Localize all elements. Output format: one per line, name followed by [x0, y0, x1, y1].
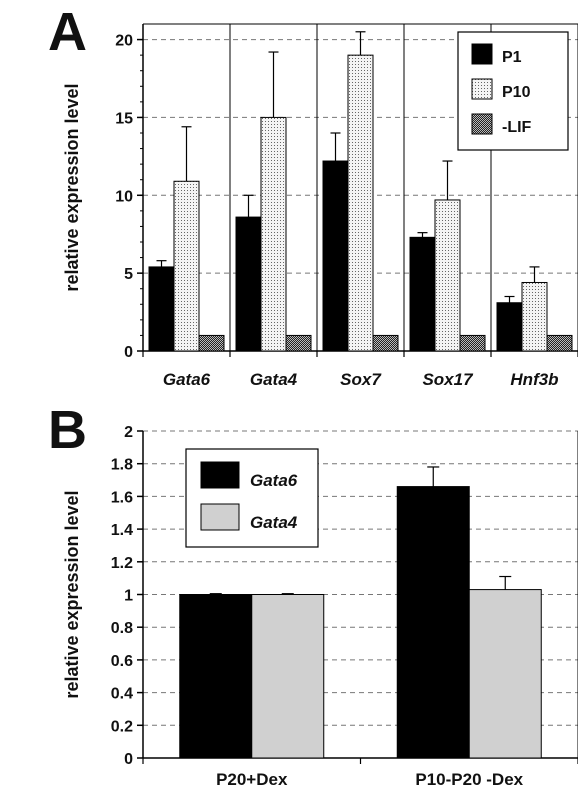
- category-label-P20+Dex: P20+Dex: [216, 770, 288, 788]
- bar--LIF-Gata6: [198, 334, 225, 352]
- bar-P10-Sox7: [347, 54, 374, 352]
- y-tick-label: 0.6: [111, 653, 133, 670]
- y-tick-label: 1.4: [111, 522, 133, 539]
- bar-P10-Sox17: [434, 199, 461, 352]
- y-tick-label: 10: [115, 188, 133, 205]
- legend-swatch-P10: [471, 78, 493, 100]
- legend-swatch-Gata4: [200, 503, 240, 531]
- panel-b-letter: B: [48, 400, 87, 460]
- legend-label--LIF: -LIF: [502, 119, 532, 136]
- bar--LIF-Sox17: [459, 334, 486, 352]
- category-label-Sox7: Sox7: [340, 370, 382, 389]
- category-label-Gata6: Gata6: [163, 370, 211, 389]
- bar--LIF-Hnf3b: [546, 334, 573, 352]
- legend-label-Gata4: Gata4: [250, 513, 298, 532]
- y-tick-label: 2: [124, 424, 133, 441]
- y-tick-label: 0.2: [111, 718, 133, 735]
- y-tick-label: 1.2: [111, 555, 133, 572]
- bar-P1-Sox7: [322, 160, 349, 352]
- y-tick-label: 0.8: [111, 620, 133, 637]
- category-label-Hnf3b: Hnf3b: [510, 370, 558, 389]
- y-axis-label: relative expression level: [62, 490, 82, 698]
- legend-label-Gata6: Gata6: [250, 471, 298, 490]
- category-label-Gata4: Gata4: [250, 370, 298, 389]
- bar-Gata6-P10-P20 -Dex: [396, 486, 470, 759]
- panel-a-letter: A: [48, 2, 87, 62]
- y-tick-label: 1.8: [111, 457, 133, 474]
- legend-swatch-P1: [471, 43, 493, 65]
- bar-Gata4-P20+Dex: [251, 594, 325, 759]
- legend-label-P1: P1: [502, 49, 522, 66]
- y-tick-label: 5: [124, 266, 133, 283]
- y-tick-label: 15: [115, 110, 133, 127]
- bar-P1-Hnf3b: [496, 302, 523, 352]
- bar-P1-Gata4: [235, 216, 262, 352]
- category-label-P10-P20 -Dex: P10-P20 -Dex: [415, 770, 523, 788]
- bar-P10-Hnf3b: [521, 281, 548, 352]
- bar-P1-Gata6: [148, 266, 175, 352]
- bar--LIF-Sox7: [372, 334, 399, 352]
- y-tick-label: 0: [124, 751, 133, 768]
- bar-P1-Sox17: [409, 236, 436, 352]
- bar-Gata4-P10-P20 -Dex: [468, 589, 542, 759]
- bar-P10-Gata6: [173, 180, 200, 352]
- y-tick-label: 0.4: [111, 686, 133, 703]
- legend-swatch-Gata6: [200, 461, 240, 489]
- bar-P10-Gata4: [260, 116, 287, 352]
- bar-Gata6-P20+Dex: [179, 594, 253, 759]
- chart-a: 0 5 10 15 20 relative expression level Gata6 Ga…: [62, 23, 578, 389]
- y-tick-label: 0: [124, 344, 133, 361]
- bar--LIF-Gata4: [285, 334, 312, 352]
- y-axis-label: relative expression level: [62, 83, 82, 291]
- y-tick-label: 20: [115, 33, 133, 50]
- legend-swatch--LIF: [471, 113, 493, 135]
- chart-b: 0 0.2 0.4 0.6 0.8 1 1.2 1.4 1.6 1.8 2 relative expr…: [62, 424, 578, 788]
- category-label-Sox17: Sox17: [422, 370, 474, 389]
- y-tick-label: 1: [124, 588, 133, 605]
- legend-label-P10: P10: [502, 84, 531, 101]
- y-tick-label: 1.6: [111, 489, 133, 506]
